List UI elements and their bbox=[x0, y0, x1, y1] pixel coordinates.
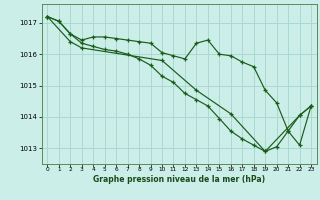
X-axis label: Graphe pression niveau de la mer (hPa): Graphe pression niveau de la mer (hPa) bbox=[93, 175, 265, 184]
